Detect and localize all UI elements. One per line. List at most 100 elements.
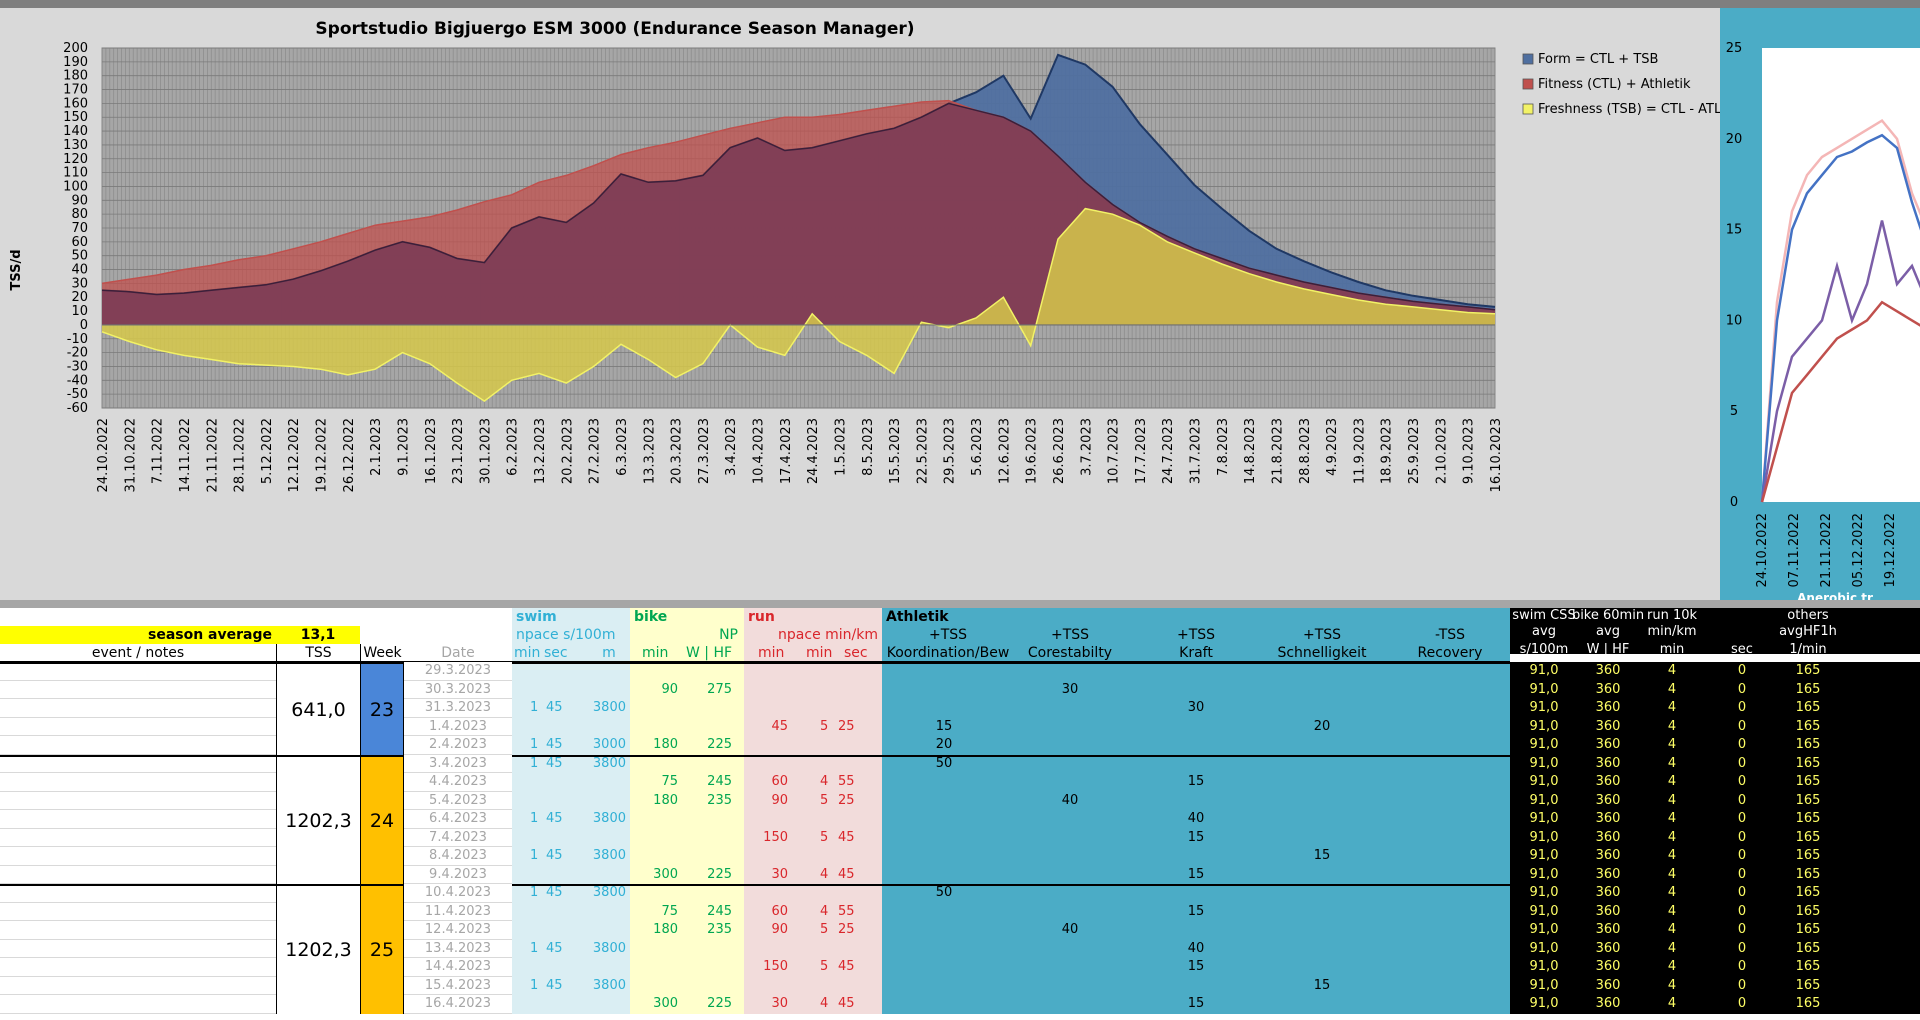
right-value: 360 (1595, 774, 1621, 789)
anaerobic-side-chart[interactable]: 25 20 15 10 5 0 24.10.2022 07.11.2022 21.11.2022… (1720, 8, 1920, 600)
run-pace-sec: 45 (838, 996, 855, 1011)
side-series-line (1760, 133, 1920, 503)
bike-np: 225 (707, 996, 732, 1011)
bike-subheader: NP (630, 626, 744, 644)
athletik-value: 15 (1313, 977, 1331, 993)
swim-sec: 45 (546, 700, 563, 715)
x-tick-label: 17.7.2023 (1134, 418, 1149, 484)
side-y-tick-label: 0 (1730, 495, 1738, 510)
right-value: 0 (1737, 718, 1747, 734)
run-pace-min: 4 (820, 903, 829, 919)
athletik-value: 15 (1187, 959, 1205, 974)
right-value: 165 (1795, 940, 1821, 956)
right-value: 4 (1667, 903, 1677, 919)
run-pace-min: 4 (820, 996, 829, 1011)
athletik-col-name: Corestabilty (1027, 645, 1113, 661)
right-value: 360 (1595, 681, 1621, 697)
notes-rowline (0, 735, 276, 736)
swim-meters: 3800 (592, 755, 626, 771)
right-value: 91,0 (1529, 977, 1559, 993)
athletik-value: 15 (1187, 829, 1205, 845)
x-tick-label: 24.4.2023 (806, 418, 821, 484)
series-freshness-line (101, 207, 1496, 403)
run-pace-sec: 25 (838, 922, 855, 937)
swim-min: 1 (530, 811, 539, 826)
side-series (1760, 118, 1920, 503)
x-tick-label: 27.3.2023 (697, 418, 712, 484)
side-series-line (1760, 300, 1920, 503)
notes-rowline (0, 938, 276, 940)
x-tick-label: 24.7.2023 (1161, 418, 1176, 484)
right-value: 165 (1795, 681, 1821, 697)
right-value: 165 (1795, 792, 1821, 808)
right-value: 360 (1595, 811, 1621, 826)
right-value: 0 (1737, 996, 1747, 1011)
right-header-sub: sec (1731, 642, 1753, 657)
run-min: 60 (771, 774, 788, 789)
x-tick-label: 13.2.2023 (533, 418, 548, 484)
season-average-label: season average (0, 626, 276, 644)
bike-min: 180 (653, 792, 678, 808)
series-freshness-area (102, 208, 1495, 402)
x-tick-label: 28.8.2023 (1298, 418, 1313, 484)
row-date: 4.4.2023 (404, 773, 512, 792)
athletik-value: 15 (1187, 866, 1205, 882)
y-tick-label: 110 (63, 166, 88, 181)
right-value: 4 (1667, 774, 1677, 789)
athletik-col-top: +TSS (928, 627, 968, 643)
x-tick-label: 20.2.2023 (560, 418, 575, 484)
x-tick-label: 7.11.2022 (151, 418, 166, 484)
athletik-value: 15 (1187, 903, 1205, 919)
bike-min: 90 (661, 681, 678, 697)
x-tick-label: 10.7.2023 (1107, 418, 1122, 484)
col-event-notes: event / notes (0, 644, 276, 662)
legend-entry: Form = CTL + TSB (1538, 52, 1658, 67)
right-value: 91,0 (1529, 755, 1559, 771)
notes-block (0, 662, 276, 755)
run-subheader: npace min/km (744, 626, 882, 644)
right-value: 0 (1737, 922, 1747, 937)
right-value: 0 (1737, 663, 1747, 678)
esm-main-chart[interactable]: Sportstudio Bigjuergo ESM 3000 (Enduranc… (0, 8, 1722, 600)
athletik-value: 50 (935, 885, 953, 900)
swim-sec: 45 (546, 755, 563, 771)
swim-col-min: min (514, 645, 541, 661)
right-value: 360 (1595, 755, 1621, 771)
legend-swatch (1522, 78, 1534, 90)
run-pace-min: 5 (820, 959, 829, 974)
right-value: 4 (1667, 700, 1677, 715)
x-tick-label: 13.3.2023 (642, 418, 657, 484)
athletik-col-name: Koordination/Bew (886, 645, 1010, 661)
bike-col-min: min (642, 645, 669, 661)
col-date: Date (404, 644, 512, 662)
athletik-value: 30 (1061, 681, 1079, 697)
athletik-block (882, 754, 1510, 884)
y-tick-label: 200 (63, 41, 88, 56)
side-chart-footer-label: Anerobic tr (1797, 591, 1873, 600)
x-tick-label: 9.10.2023 (1462, 418, 1477, 484)
right-value: 4 (1667, 885, 1677, 900)
right-value: 4 (1667, 940, 1677, 956)
athletik-cols (882, 644, 1510, 662)
row-date: 3.4.2023 (404, 755, 512, 773)
swim-meters: 3800 (592, 700, 626, 715)
swim-min: 1 (530, 885, 539, 900)
right-value: 0 (1737, 848, 1747, 863)
right-value: 360 (1595, 885, 1621, 900)
right-header-top: others (1787, 608, 1829, 623)
swim-sec: 45 (546, 977, 563, 993)
side-y-axis: 25 20 15 10 5 0 (1726, 41, 1743, 510)
right-header-sub: 1/min (1789, 642, 1827, 657)
right-value: 91,0 (1529, 811, 1559, 826)
x-tick-label: 26.12.2022 (342, 418, 357, 492)
bike-np: 235 (707, 922, 732, 937)
right-header-mid: min/km (1647, 624, 1697, 639)
x-tick-label: 12.6.2023 (997, 418, 1012, 484)
row-date: 15.4.2023 (404, 977, 512, 995)
right-value: 360 (1595, 737, 1621, 752)
swim-col-sec: sec (544, 645, 568, 661)
swim-sec: 45 (546, 737, 563, 752)
right-value: 4 (1667, 718, 1677, 734)
side-x-tick-label: 19.12.2022 (1883, 513, 1898, 587)
notes-block (0, 754, 276, 885)
